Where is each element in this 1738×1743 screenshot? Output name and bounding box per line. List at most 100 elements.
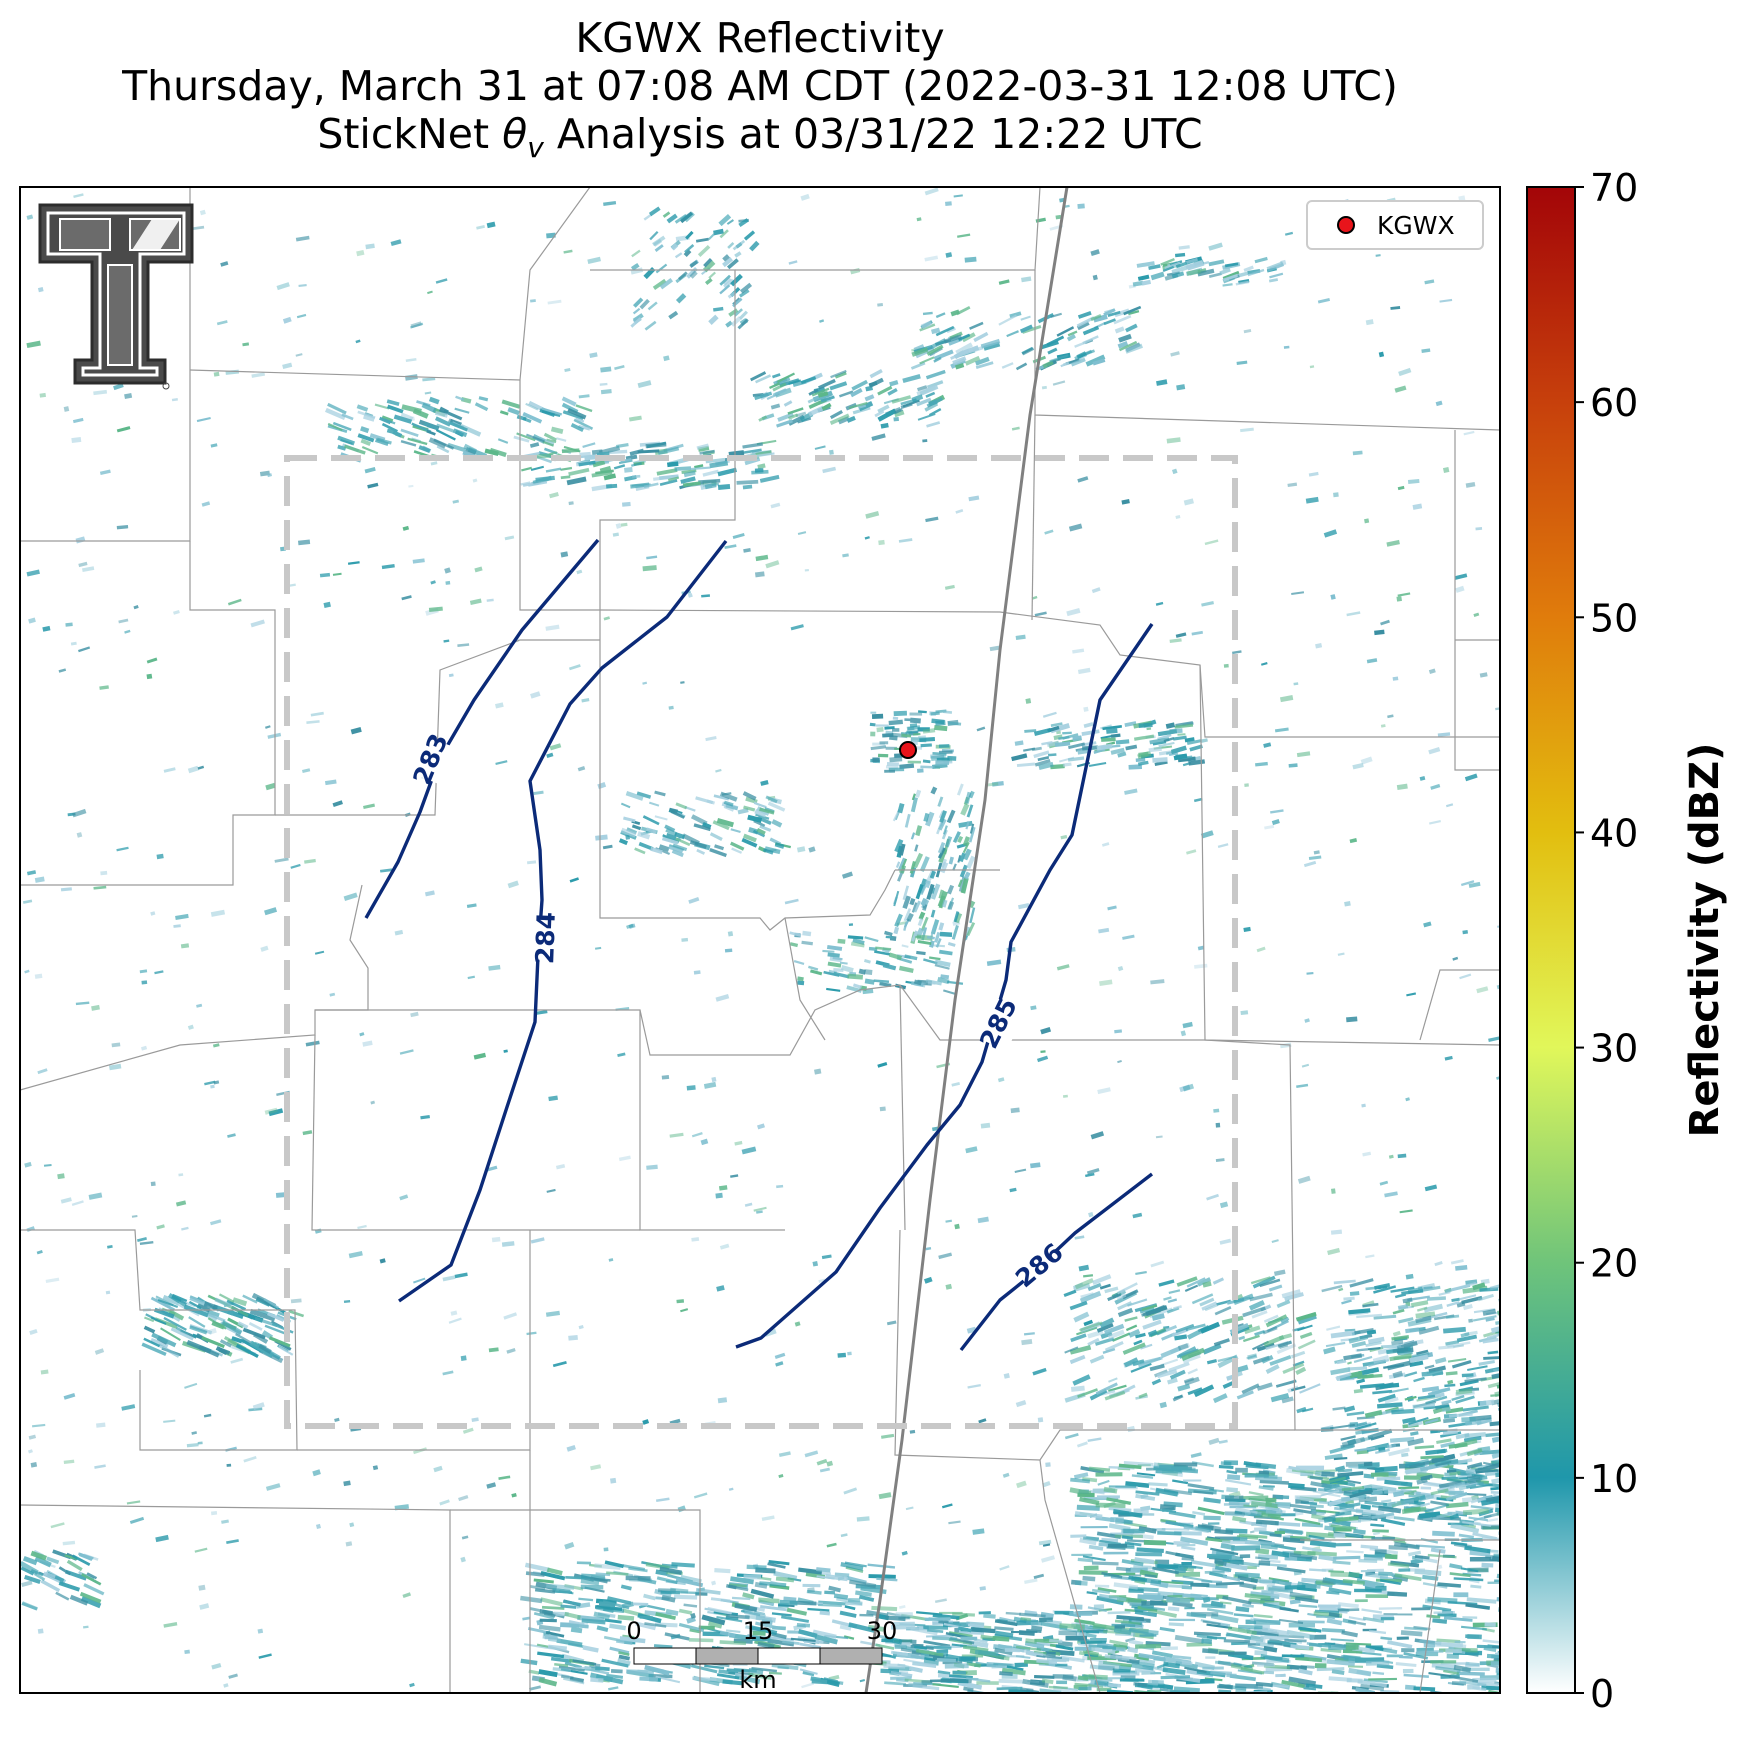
echo-dash xyxy=(1268,278,1279,283)
echo-dash xyxy=(661,836,679,845)
echo-dash xyxy=(787,407,804,415)
echo-dash xyxy=(630,267,644,275)
echo-dash xyxy=(688,897,700,904)
echo-dash xyxy=(1405,1097,1410,1102)
echo-dash xyxy=(1124,788,1138,795)
echo-dash xyxy=(1248,1696,1272,1701)
colorbar-tick-label: 50 xyxy=(1590,596,1638,640)
echo-dash xyxy=(1114,1029,1123,1034)
echo-dash xyxy=(298,284,307,287)
echo-dash xyxy=(1185,257,1198,264)
echo-dash xyxy=(1222,1540,1250,1545)
echo-dash xyxy=(1498,1695,1520,1698)
echo-dash xyxy=(131,1215,138,1218)
echo-dash xyxy=(1070,357,1086,367)
echo-dash xyxy=(1421,348,1431,353)
echo-dash xyxy=(235,1332,252,1344)
echo-dash xyxy=(851,379,868,391)
echo-dash xyxy=(948,856,954,865)
echo-dash xyxy=(822,949,835,953)
echo-dash xyxy=(268,1336,291,1348)
echo-dash xyxy=(696,443,709,450)
echo-dash xyxy=(632,307,641,315)
echo-dash xyxy=(350,727,362,735)
echo-dash xyxy=(1271,1239,1279,1243)
echo-dash xyxy=(788,260,798,265)
echo-dash xyxy=(108,1063,122,1071)
echo-dash xyxy=(966,855,976,870)
echo-dash xyxy=(920,897,928,907)
echo-dash xyxy=(1386,539,1400,547)
echo-dash xyxy=(402,525,410,531)
echo-dash xyxy=(1090,1131,1105,1140)
echo-dash xyxy=(1096,743,1113,751)
echo-dash xyxy=(1289,1598,1301,1605)
echo-dash xyxy=(362,1040,373,1047)
echo-dash xyxy=(1186,849,1197,855)
echo-dash xyxy=(28,617,36,624)
echo-dash xyxy=(1036,1055,1049,1063)
echo-dash xyxy=(922,759,931,764)
echo-dash xyxy=(1459,973,1472,980)
echo-dash xyxy=(904,813,911,828)
echo-dash xyxy=(399,1194,409,1201)
echo-dash xyxy=(1002,1472,1010,1478)
echo-dash xyxy=(736,479,759,485)
echo-dash xyxy=(334,1417,340,1422)
echo-dash xyxy=(72,808,87,818)
echo-dash xyxy=(1173,753,1188,761)
echo-dash xyxy=(150,1316,167,1325)
echo-dash xyxy=(943,334,962,344)
echo-dash xyxy=(405,358,417,363)
echo-dash xyxy=(63,1459,75,1465)
echo-dash xyxy=(203,1301,219,1311)
echo-dash xyxy=(946,809,956,824)
echo-dash xyxy=(1157,733,1172,741)
echo-dash xyxy=(1366,1568,1384,1573)
echo-dash xyxy=(920,320,933,330)
echo-dash xyxy=(265,1483,281,1491)
echo-dash xyxy=(1017,903,1030,910)
echo-dash xyxy=(1103,1551,1129,1555)
echo-dash xyxy=(934,1598,947,1604)
echo-dash xyxy=(939,949,953,956)
echo-dash xyxy=(730,841,745,851)
echo-dash xyxy=(1021,347,1035,356)
echo-dash xyxy=(892,716,899,720)
echo-dash xyxy=(1152,757,1168,763)
echo-dash xyxy=(434,410,448,418)
echo-dash xyxy=(1215,1158,1225,1162)
echo-dash xyxy=(1115,739,1130,745)
echo-dash xyxy=(1056,326,1075,337)
echo-dash xyxy=(686,1085,696,1091)
echo-dash xyxy=(734,1140,743,1146)
echo-dash xyxy=(40,1579,61,1593)
echo-dash xyxy=(754,809,767,818)
echo-dash xyxy=(837,416,850,425)
echo-dash xyxy=(1295,1465,1325,1471)
echo-dash xyxy=(1099,979,1113,987)
echo-dash xyxy=(1135,1270,1147,1275)
echo-dash xyxy=(1301,1063,1310,1068)
echo-dash xyxy=(630,262,640,271)
echo-dash xyxy=(400,428,419,437)
echo-dash xyxy=(304,858,316,864)
echo-dash xyxy=(1327,1542,1352,1547)
echo-dash xyxy=(1507,1675,1518,1680)
echo-dash xyxy=(674,466,692,471)
echo-dash xyxy=(1090,1700,1116,1704)
echo-dash xyxy=(201,1336,225,1349)
echo-dash xyxy=(265,725,271,729)
echo-dash xyxy=(776,1184,784,1189)
echo-dash xyxy=(653,475,673,481)
echo-dash xyxy=(1365,1254,1375,1259)
echo-dash xyxy=(310,711,324,717)
echo-dash xyxy=(732,297,741,306)
echo-dash xyxy=(772,388,787,397)
echo-dash xyxy=(976,726,986,732)
echo-dash xyxy=(649,230,659,241)
echo-dash xyxy=(212,1043,220,1048)
echo-dash xyxy=(1411,1607,1431,1611)
echo-dash xyxy=(1365,1594,1389,1599)
echo-dash xyxy=(1392,676,1399,681)
